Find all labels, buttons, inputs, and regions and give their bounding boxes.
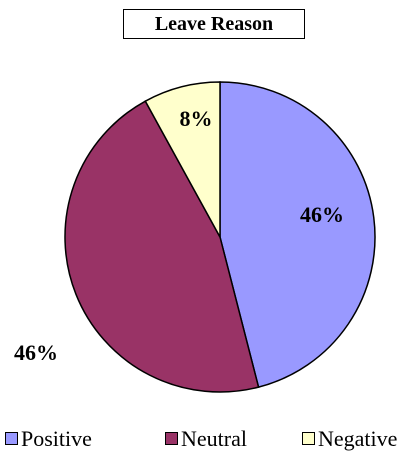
legend-label-neutral: Neutral	[181, 426, 247, 451]
pie-slice-positive	[219, 81, 376, 389]
legend-label-negative: Negative	[318, 426, 398, 451]
legend-item-positive: Positive	[5, 426, 92, 452]
slice-label-neutral: 46%	[14, 340, 58, 365]
legend-item-neutral: Neutral	[165, 426, 247, 452]
legend-label-positive: Positive	[21, 426, 92, 451]
legend-item-negative: Negative	[302, 426, 397, 452]
legend-swatch-neutral	[165, 432, 178, 445]
slice-label-positive: 46%	[300, 202, 344, 227]
pie-slice-negative	[144, 81, 221, 238]
legend: Positive Neutral Negative	[0, 426, 412, 452]
legend-swatch-positive	[5, 432, 18, 445]
chart-title: Leave Reason	[123, 9, 305, 39]
slice-label-negative: 8%	[180, 106, 213, 131]
pie-slice-neutral	[64, 100, 260, 393]
legend-swatch-negative	[302, 432, 315, 445]
